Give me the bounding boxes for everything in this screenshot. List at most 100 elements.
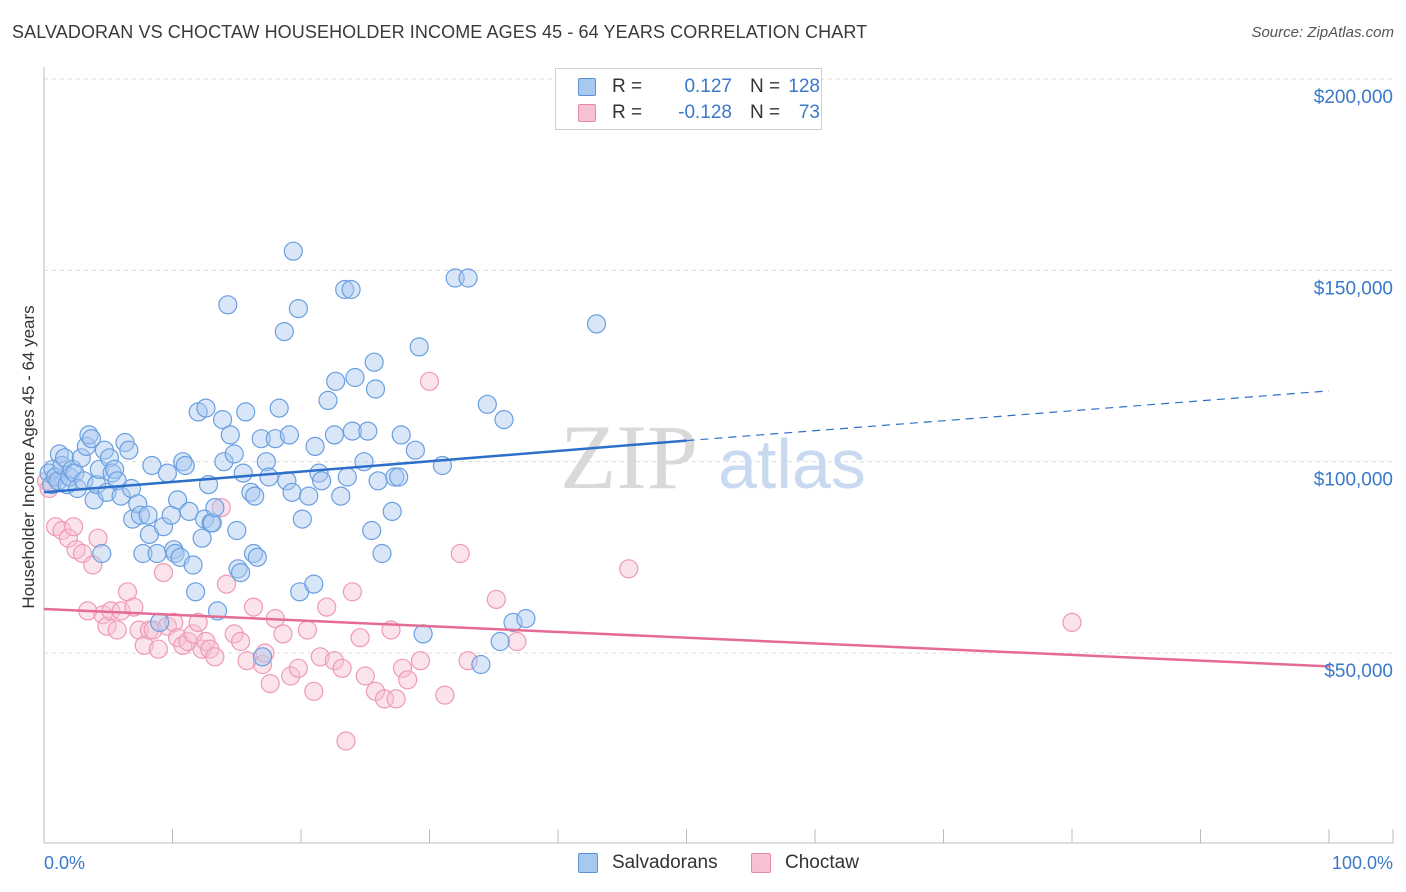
salvadoran-point [49,444,70,464]
choctaw-point [458,651,478,671]
salvadoran-point [227,520,247,541]
salvadoran-point [130,505,150,525]
choctaw-point [52,520,72,541]
salvadoran-points [39,241,607,675]
choctaw-point [336,731,356,751]
choctaw-point [392,658,413,678]
salvadoran-point [71,448,91,468]
choctaw-point [450,543,470,564]
legend-r-value: -0.128 [678,102,732,123]
salvadoran-point [147,543,167,564]
salvadoran-point [81,429,102,449]
choctaw-point [281,666,301,686]
salvadoran-point [409,337,429,357]
salvadoran-point [150,612,170,633]
salvadoran-point [326,371,346,391]
legend-n-value: 128 [788,76,820,97]
salvadoran-point [372,543,392,564]
salvadoran-point [269,398,289,418]
salvadoran-point [241,482,261,502]
salvadoran-point [358,421,378,441]
bottom-legend-swatch-choctaw [751,853,771,873]
choctaw-point [243,597,264,617]
salvadoran-point [477,394,497,414]
salvadoran-point [92,543,112,564]
salvadoran-point [389,467,409,487]
salvadoran-point [299,486,319,506]
choctaw-point [58,528,79,548]
bottom-legend-swatch-salvadorans [578,853,598,873]
choctaw-point [252,654,273,675]
salvadoran-point [586,314,607,334]
choctaw-point [1062,612,1082,633]
choctaw-point [205,647,225,667]
y-tick-label: $150,000 [1314,278,1393,299]
salvadoran-point [165,543,185,564]
legend-r-label: R = [612,76,643,97]
salvadoran-point [213,410,233,430]
choctaw-points [36,371,1082,751]
salvadoran-point [157,463,177,483]
legend-n-label: N = [750,76,781,97]
salvadoran-point [335,279,355,300]
legend-r-value: 0.127 [684,76,732,97]
legend-r-label: R = [612,102,643,123]
salvadoran-point [224,444,244,464]
salvadoran-point [490,631,510,652]
salvadoran-point [183,555,203,575]
salvadoran-point [282,482,302,502]
choctaw-point [63,517,84,537]
salvadoran-point [331,486,351,506]
salvadoran-point [133,543,153,564]
salvadoran-point [192,528,212,548]
source-credit: Source: ZipAtlas.com [1251,24,1394,41]
choctaw-point [148,639,168,659]
salvadoran-point [288,299,308,319]
bottom-legend-label-salvadorans: Salvadorans [612,852,718,873]
salvadoran-point [368,471,388,491]
choctaw-point [211,498,231,518]
choctaw-point [350,628,370,648]
watermark: ZIP atlas [560,406,866,508]
choctaw-point [273,624,293,644]
salvadoran-point [391,425,411,445]
axes [43,67,1394,844]
salvadoran-point [205,498,225,518]
salvadoran-point [168,490,188,510]
choctaw-point [304,681,324,701]
salvadoran-point [471,654,491,675]
y-tick-label: $200,000 [1314,87,1393,108]
choctaw-point [410,651,431,671]
salvadoran-point [251,429,271,449]
salvadoran-point [243,543,264,564]
choctaw-point [107,620,127,640]
salvadoran-point [279,425,299,445]
salvadoran-point [265,429,285,449]
x-max-label: 100.0% [1332,853,1393,873]
choctaw-point [398,670,418,690]
salvadoran-point [218,295,238,315]
choctaw-point [224,624,244,644]
salvadoran-point [341,279,361,300]
choctaw-point [88,528,108,548]
salvadoran-point [233,463,253,483]
salvadoran-point [274,322,294,342]
salvadoran-point [318,390,338,410]
legend-swatch-choctaw [578,104,596,122]
salvadoran-trend-line [43,439,687,494]
choctaw-point [342,582,362,602]
choctaw-point [619,559,639,579]
salvadoran-point [283,241,303,261]
choctaw-point [288,658,308,678]
choctaw-point [507,631,527,652]
salvadoran-point [259,467,279,487]
salvadoran-point [245,486,265,506]
choctaw-point [435,685,455,705]
salvadoran-point [142,455,162,476]
y-tick-label: $100,000 [1314,470,1393,491]
salvadoran-point [54,448,75,468]
salvadoran-point [312,471,332,491]
choctaw-point [317,597,337,617]
salvadoran-point [256,452,276,472]
